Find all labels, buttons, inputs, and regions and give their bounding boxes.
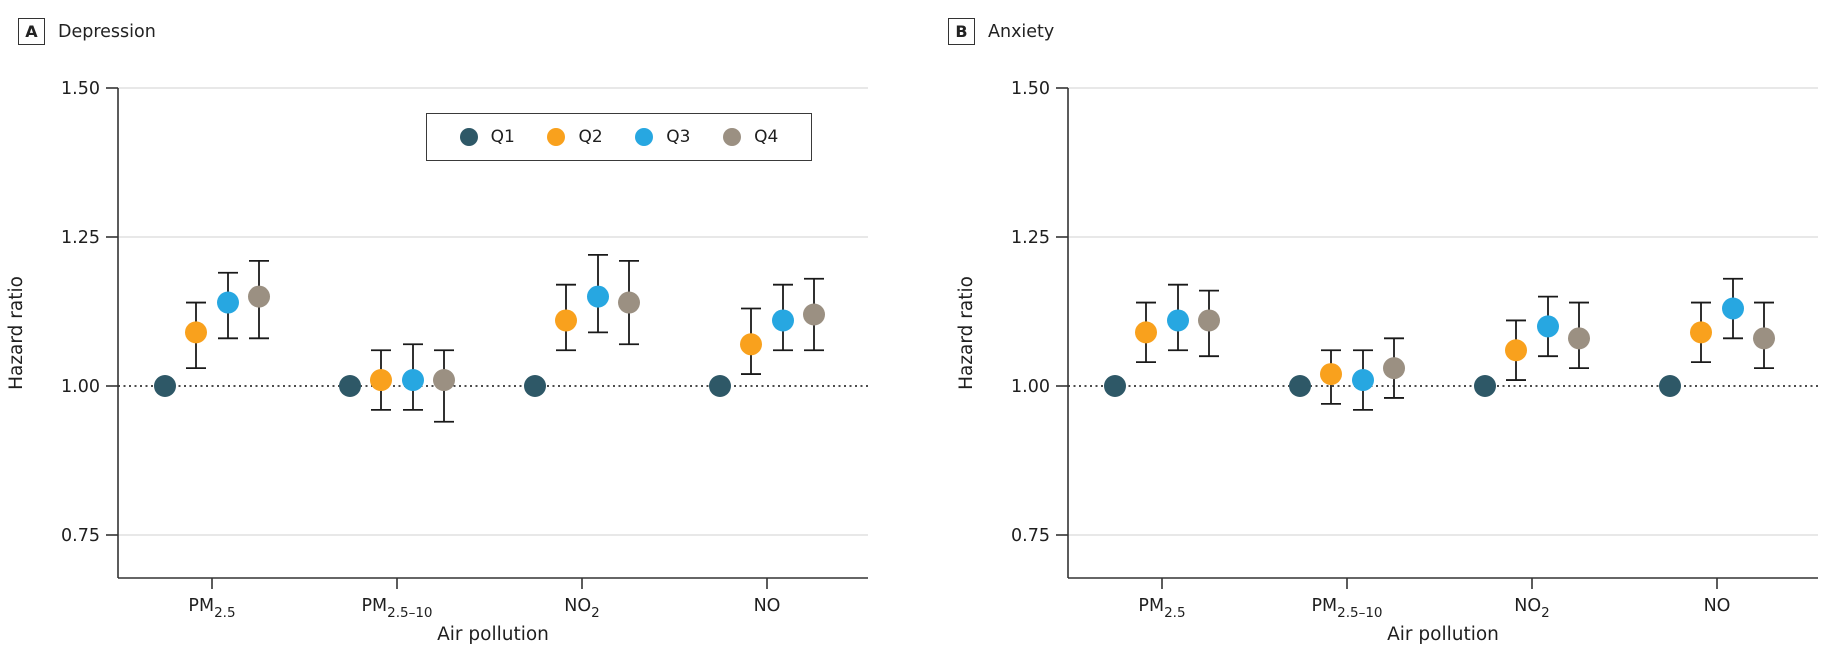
q1-dot-icon <box>459 128 478 146</box>
x-axis-title: Air pollution <box>437 624 549 645</box>
marker-Q3-PM2.5–10 <box>1352 369 1374 392</box>
y-tick-label: 1.00 <box>61 377 100 397</box>
marker-Q2-NO2 <box>1505 339 1527 362</box>
gridlines <box>118 87 868 536</box>
marker-Q4-PM2.5–10 <box>1383 357 1405 380</box>
q4-dot-icon <box>723 128 742 146</box>
series-Q3 <box>217 253 794 411</box>
marker-Q4-NO <box>803 303 825 326</box>
marker-Q3-PM2.5–10 <box>402 369 424 392</box>
axes: 1.50 1.25 1.00 0.75 <box>1011 79 1818 589</box>
marker-Q4-PM2.5 <box>248 285 270 308</box>
legend-label-q3: Q3 <box>666 127 691 147</box>
y-tick-label: 1.25 <box>61 228 100 248</box>
marker-Q2-PM2.5–10 <box>1320 363 1342 386</box>
series-Q1 <box>1104 375 1681 397</box>
y-tick-label: 1.50 <box>1011 79 1050 99</box>
x-category-label: NO2 <box>564 596 599 621</box>
panel-b-header: B Anxiety <box>948 18 1054 45</box>
marker-Q2-PM2.5 <box>185 321 207 344</box>
x-axis-title: Air pollution <box>1387 624 1499 645</box>
panel-b-title: Anxiety <box>988 21 1055 42</box>
marker-Q3-PM2.5 <box>217 291 239 314</box>
y-tick-label: 0.75 <box>1011 526 1050 546</box>
x-category-label: PM2.5–10 <box>361 596 432 621</box>
y-tick-label: 0.75 <box>61 526 100 546</box>
marker-Q1-NO <box>1659 375 1681 397</box>
legend-item-q1: Q1 <box>459 127 515 147</box>
legend-item-q4: Q4 <box>723 127 778 147</box>
gridlines <box>1068 87 1818 536</box>
panel-a-chart: 1.50 1.25 1.00 0.75 Hazard ratio PM2.5 PM2.5–1… <box>6 79 868 645</box>
series-Q4 <box>1198 289 1775 399</box>
marker-Q4-PM2.5–10 <box>433 369 455 392</box>
x-category-label: NO <box>754 596 781 616</box>
y-tick-label: 1.50 <box>61 79 100 99</box>
marker-Q4-NO2 <box>1568 327 1590 350</box>
axes: 1.50 1.25 1.00 0.75 <box>61 79 868 589</box>
marker-Q2-NO <box>1690 321 1712 344</box>
marker-Q1-PM2.5 <box>154 375 176 397</box>
panel-b-letter-badge: B <box>948 18 975 45</box>
panel-a-letter-badge: A <box>18 18 45 45</box>
marker-Q3-NO <box>1722 297 1744 320</box>
marker-Q4-NO <box>1753 327 1775 350</box>
x-category-label: NO <box>1704 596 1731 616</box>
marker-Q1-PM2.5–10 <box>339 375 361 397</box>
panel-a-title: Depression <box>58 21 156 42</box>
x-category-label: PM2.5–10 <box>1311 596 1382 621</box>
y-tick-label: 1.00 <box>1011 377 1050 397</box>
marker-Q2-NO2 <box>555 309 577 332</box>
marker-Q2-PM2.5–10 <box>370 369 392 392</box>
legend-label-q1: Q1 <box>490 127 515 147</box>
y-tick-label: 1.25 <box>1011 228 1050 248</box>
marker-Q1-NO2 <box>1474 375 1496 397</box>
series-Q2 <box>185 283 762 411</box>
series-Q2 <box>1135 301 1712 405</box>
y-axis-title: Hazard ratio <box>956 276 977 390</box>
x-category-label: NO2 <box>1514 596 1549 621</box>
series-Q3 <box>1167 277 1744 411</box>
x-category-label: PM2.5 <box>1138 596 1185 621</box>
q3-dot-icon <box>635 128 654 146</box>
series-Q1 <box>154 375 731 397</box>
marker-Q3-NO2 <box>587 285 609 308</box>
x-category-label: PM2.5 <box>188 596 235 621</box>
marker-Q3-PM2.5 <box>1167 309 1189 332</box>
marker-Q3-NO <box>772 309 794 332</box>
marker-Q1-NO <box>709 375 731 397</box>
panel-b-chart: 1.50 1.25 1.00 0.75 Hazard ratio PM2.5 PM2.5–1… <box>956 79 1818 645</box>
q2-dot-icon <box>547 128 566 146</box>
marker-Q4-PM2.5 <box>1198 309 1220 332</box>
marker-Q2-NO <box>740 333 762 356</box>
marker-Q2-PM2.5 <box>1135 321 1157 344</box>
y-axis-title: Hazard ratio <box>6 276 27 390</box>
series-Q4 <box>248 259 825 423</box>
marker-Q4-NO2 <box>618 291 640 314</box>
quartile-legend: Q1 Q2 Q3 Q4 <box>426 113 812 161</box>
legend-label-q4: Q4 <box>754 127 779 147</box>
marker-Q3-NO2 <box>1537 315 1559 338</box>
panel-a-header: A Depression <box>18 18 156 45</box>
legend-label-q2: Q2 <box>578 127 603 147</box>
legend-item-q3: Q3 <box>635 127 690 147</box>
marker-Q1-PM2.5 <box>1104 375 1126 397</box>
marker-Q1-PM2.5–10 <box>1289 375 1311 397</box>
marker-Q1-NO2 <box>524 375 546 397</box>
legend-item-q2: Q2 <box>547 127 603 147</box>
